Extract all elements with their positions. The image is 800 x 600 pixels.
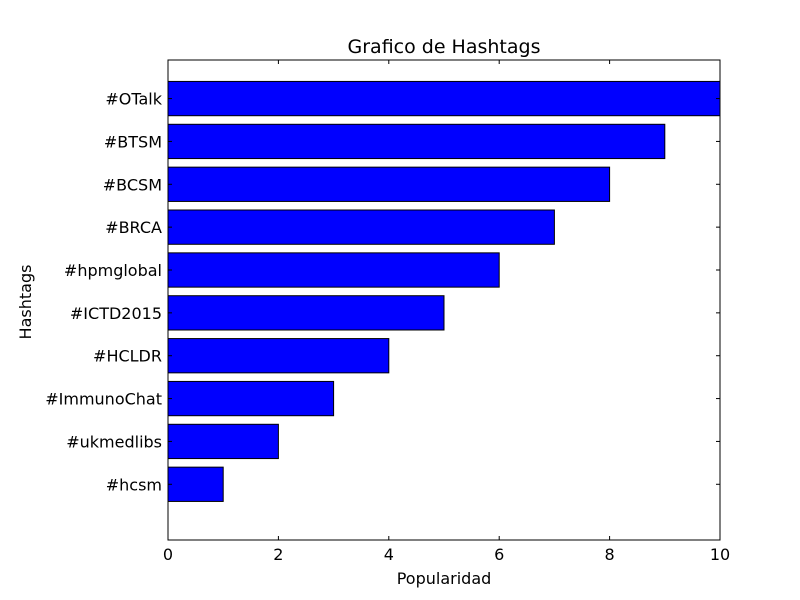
- bar: [167, 209, 555, 245]
- y-tick-label: #BCSM: [103, 175, 162, 194]
- bar: [167, 80, 721, 117]
- x-tick-label: 6: [494, 545, 504, 564]
- y-axis-title: Hashtags: [16, 265, 35, 340]
- y-tick-label: #ImmunoChat: [45, 390, 162, 409]
- y-tick-label: #BTSM: [104, 132, 162, 151]
- bar: [167, 380, 335, 417]
- y-ticks-group: #OTalk #BTSM #BCSM #BRCA #hpmglobal #ICTD2015…: [45, 90, 720, 494]
- x-tick-label: 8: [605, 545, 615, 564]
- x-axis-title: Popularidad: [397, 569, 492, 588]
- x-tick-label: 4: [384, 545, 394, 564]
- bar: [167, 123, 666, 160]
- plot-frame: [167, 59, 721, 541]
- x-tick-label: 2: [273, 545, 283, 564]
- y-tick-label: #hpmglobal: [64, 261, 162, 280]
- y-tick-label: #BRCA: [105, 218, 162, 237]
- x-tick-label: 0: [163, 545, 173, 564]
- bar: [167, 466, 224, 502]
- bar: [167, 338, 390, 374]
- y-tick-label: #HCLDR: [93, 347, 162, 366]
- y-tick-label: #ukmedlibs: [66, 432, 162, 451]
- y-tick-label: #OTalk: [105, 90, 162, 109]
- bar: [167, 423, 279, 460]
- bar: [167, 252, 500, 288]
- bar: [167, 295, 445, 331]
- bar: [167, 166, 611, 202]
- x-tick-label: 10: [710, 545, 730, 564]
- y-tick-label: #ICTD2015: [70, 304, 162, 323]
- y-tick-label: #hcsm: [106, 475, 162, 494]
- bars-group: [167, 80, 721, 502]
- chart-title: Grafico de Hashtags: [348, 36, 541, 58]
